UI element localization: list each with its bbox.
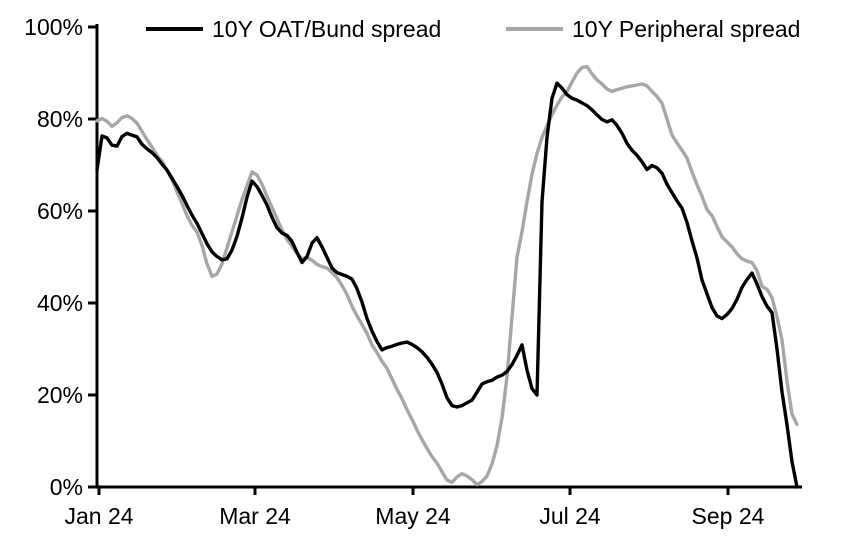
- x-axis-tick-label: Jan 24: [64, 503, 133, 529]
- x-axis-tick-label: May 24: [375, 503, 451, 529]
- y-axis-tick-label: 100%: [24, 14, 83, 40]
- x-axis-tick-label: Mar 24: [219, 503, 291, 529]
- x-axis-tick-label: Sep 24: [692, 503, 765, 529]
- x-axis-tick-label: Jul 24: [539, 503, 601, 529]
- legend-line-swatch-gray: [506, 27, 563, 31]
- y-axis-tick-label: 80%: [37, 106, 83, 132]
- series-line-oat-bund: [95, 81, 799, 489]
- y-axis-tick-label: 20%: [37, 382, 83, 408]
- legend-label-oat-bund: 10Y OAT/Bund spread: [212, 16, 442, 42]
- y-axis-tick-label: 60%: [37, 198, 83, 224]
- legend-item-peripheral: 10Y Peripheral spread: [506, 17, 800, 41]
- y-axis-tick-label: 0%: [50, 474, 83, 500]
- legend-line-swatch-black: [146, 27, 203, 31]
- y-axis-tick-label: 40%: [37, 290, 83, 316]
- legend-label-peripheral: 10Y Peripheral spread: [572, 16, 801, 42]
- series-line-peripheral: [95, 64, 799, 487]
- legend-item-oat-bund: 10Y OAT/Bund spread: [146, 17, 441, 41]
